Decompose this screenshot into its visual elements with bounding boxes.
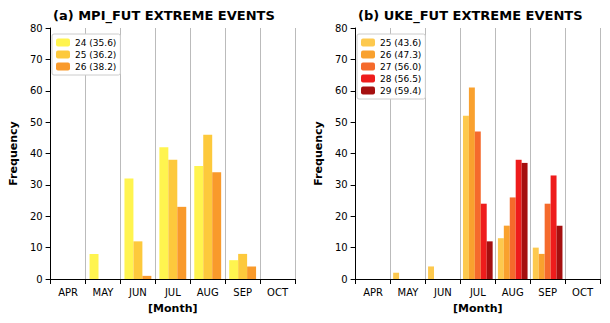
svg-text:APR: APR: [363, 287, 383, 298]
svg-text:29 (59.4): 29 (59.4): [380, 86, 421, 96]
svg-text:(a) MPI_FUT EXTREME EVENTS: (a) MPI_FUT EXTREME EVENTS: [53, 8, 275, 24]
svg-text:JUL: JUL: [469, 287, 486, 298]
svg-text:Frequency: Frequency: [7, 121, 20, 185]
svg-text:10: 10: [30, 242, 43, 253]
svg-text:28 (56.5): 28 (56.5): [380, 74, 421, 84]
svg-text:Frequency: Frequency: [312, 121, 325, 185]
svg-text:26 (47.3): 26 (47.3): [380, 50, 421, 60]
svg-text:50: 50: [30, 117, 43, 128]
svg-text:(b) UKE_FUT EXTREME EVENTS: (b) UKE_FUT EXTREME EVENTS: [358, 8, 583, 24]
svg-text:JUN: JUN: [433, 287, 452, 298]
svg-text:OCT: OCT: [572, 287, 594, 298]
svg-text:30: 30: [30, 179, 43, 190]
svg-text:0: 0: [36, 274, 42, 285]
svg-text:60: 60: [30, 85, 43, 96]
svg-text:40: 40: [30, 148, 43, 159]
svg-text:OCT: OCT: [267, 287, 289, 298]
svg-text:[Month]: [Month]: [453, 302, 502, 315]
svg-text:24 (35.6): 24 (35.6): [75, 38, 116, 48]
svg-text:50: 50: [335, 117, 348, 128]
svg-text:25 (36.2): 25 (36.2): [75, 50, 116, 60]
svg-text:SEP: SEP: [538, 287, 557, 298]
svg-text:25 (43.6): 25 (43.6): [380, 38, 421, 48]
svg-text:AUG: AUG: [197, 287, 219, 298]
svg-text:40: 40: [335, 148, 348, 159]
svg-text:AUG: AUG: [502, 287, 524, 298]
svg-text:70: 70: [30, 54, 43, 65]
svg-text:[Month]: [Month]: [148, 302, 197, 315]
svg-text:26 (38.2): 26 (38.2): [75, 62, 116, 72]
svg-text:80: 80: [30, 23, 43, 34]
svg-text:70: 70: [335, 54, 348, 65]
svg-text:APR: APR: [58, 287, 78, 298]
svg-text:JUL: JUL: [164, 287, 181, 298]
svg-text:20: 20: [30, 211, 43, 222]
svg-text:SEP: SEP: [233, 287, 252, 298]
svg-text:JUN: JUN: [128, 287, 147, 298]
svg-text:60: 60: [335, 85, 348, 96]
svg-text:80: 80: [335, 23, 348, 34]
svg-text:20: 20: [335, 211, 348, 222]
svg-text:MAY: MAY: [93, 287, 115, 298]
svg-text:30: 30: [335, 179, 348, 190]
svg-text:MAY: MAY: [398, 287, 420, 298]
svg-text:0: 0: [341, 274, 347, 285]
svg-text:27 (56.0): 27 (56.0): [380, 62, 421, 72]
svg-text:10: 10: [335, 242, 348, 253]
